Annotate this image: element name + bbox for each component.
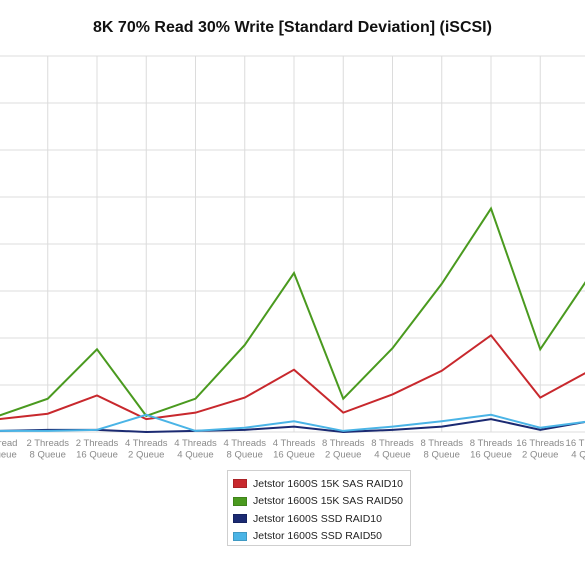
x-tick-label: 8 Threads 4 Queue	[371, 438, 414, 461]
legend-swatch	[233, 531, 247, 541]
series-line-4	[0, 413, 585, 432]
legend-item: Jetstor 1600S 15K SAS RAID10	[233, 475, 410, 493]
x-tick-label: 8 Threads 8 Queue	[420, 438, 463, 461]
x-tick-label: 4 Threads 16 Queue	[273, 438, 316, 461]
series-line-1	[0, 333, 585, 421]
x-tick-label: 2 Threads 8 Queue	[26, 438, 69, 461]
legend-label: Jetstor 1600S SSD RAID10	[253, 512, 382, 525]
x-tick-label: 4 Threads 2 Queue	[125, 438, 168, 461]
legend-swatch	[233, 514, 247, 524]
x-tick-label: 8 Threads 2 Queue	[322, 438, 365, 461]
legend-item: Jetstor 1600S 15K SAS RAID50	[233, 493, 410, 511]
legend-item: Jetstor 1600S SSD RAID10	[233, 510, 410, 528]
series-lines	[0, 206, 585, 434]
legend-label: Jetstor 1600S 15K SAS RAID10	[253, 477, 403, 490]
legend-item: Jetstor 1600S SSD RAID50	[233, 528, 410, 546]
legend-swatch	[233, 496, 247, 506]
x-tick-label: 1 Thread1 Queue	[0, 438, 17, 461]
legend-label: Jetstor 1600S SSD RAID50	[253, 530, 382, 543]
legend-swatch	[233, 479, 247, 489]
chart-title: 8K 70% Read 30% Write [Standard Deviatio…	[93, 19, 492, 36]
x-tick-label: 2 Threads 16 Queue	[76, 438, 119, 461]
x-tick-label: 4 Threads 8 Queue	[223, 438, 266, 461]
grid	[0, 55, 585, 433]
legend: Jetstor 1600S 15K SAS RAID10 Jetstor 1600…	[227, 470, 411, 546]
x-tick-label: 16 Threads 2 Queue	[516, 438, 564, 461]
x-tick-label: 8 Threads 16 Queue	[470, 438, 513, 461]
legend-label: Jetstor 1600S 15K SAS RAID50	[253, 495, 403, 508]
x-tick-label: 4 Threads 4 Queue	[174, 438, 217, 461]
